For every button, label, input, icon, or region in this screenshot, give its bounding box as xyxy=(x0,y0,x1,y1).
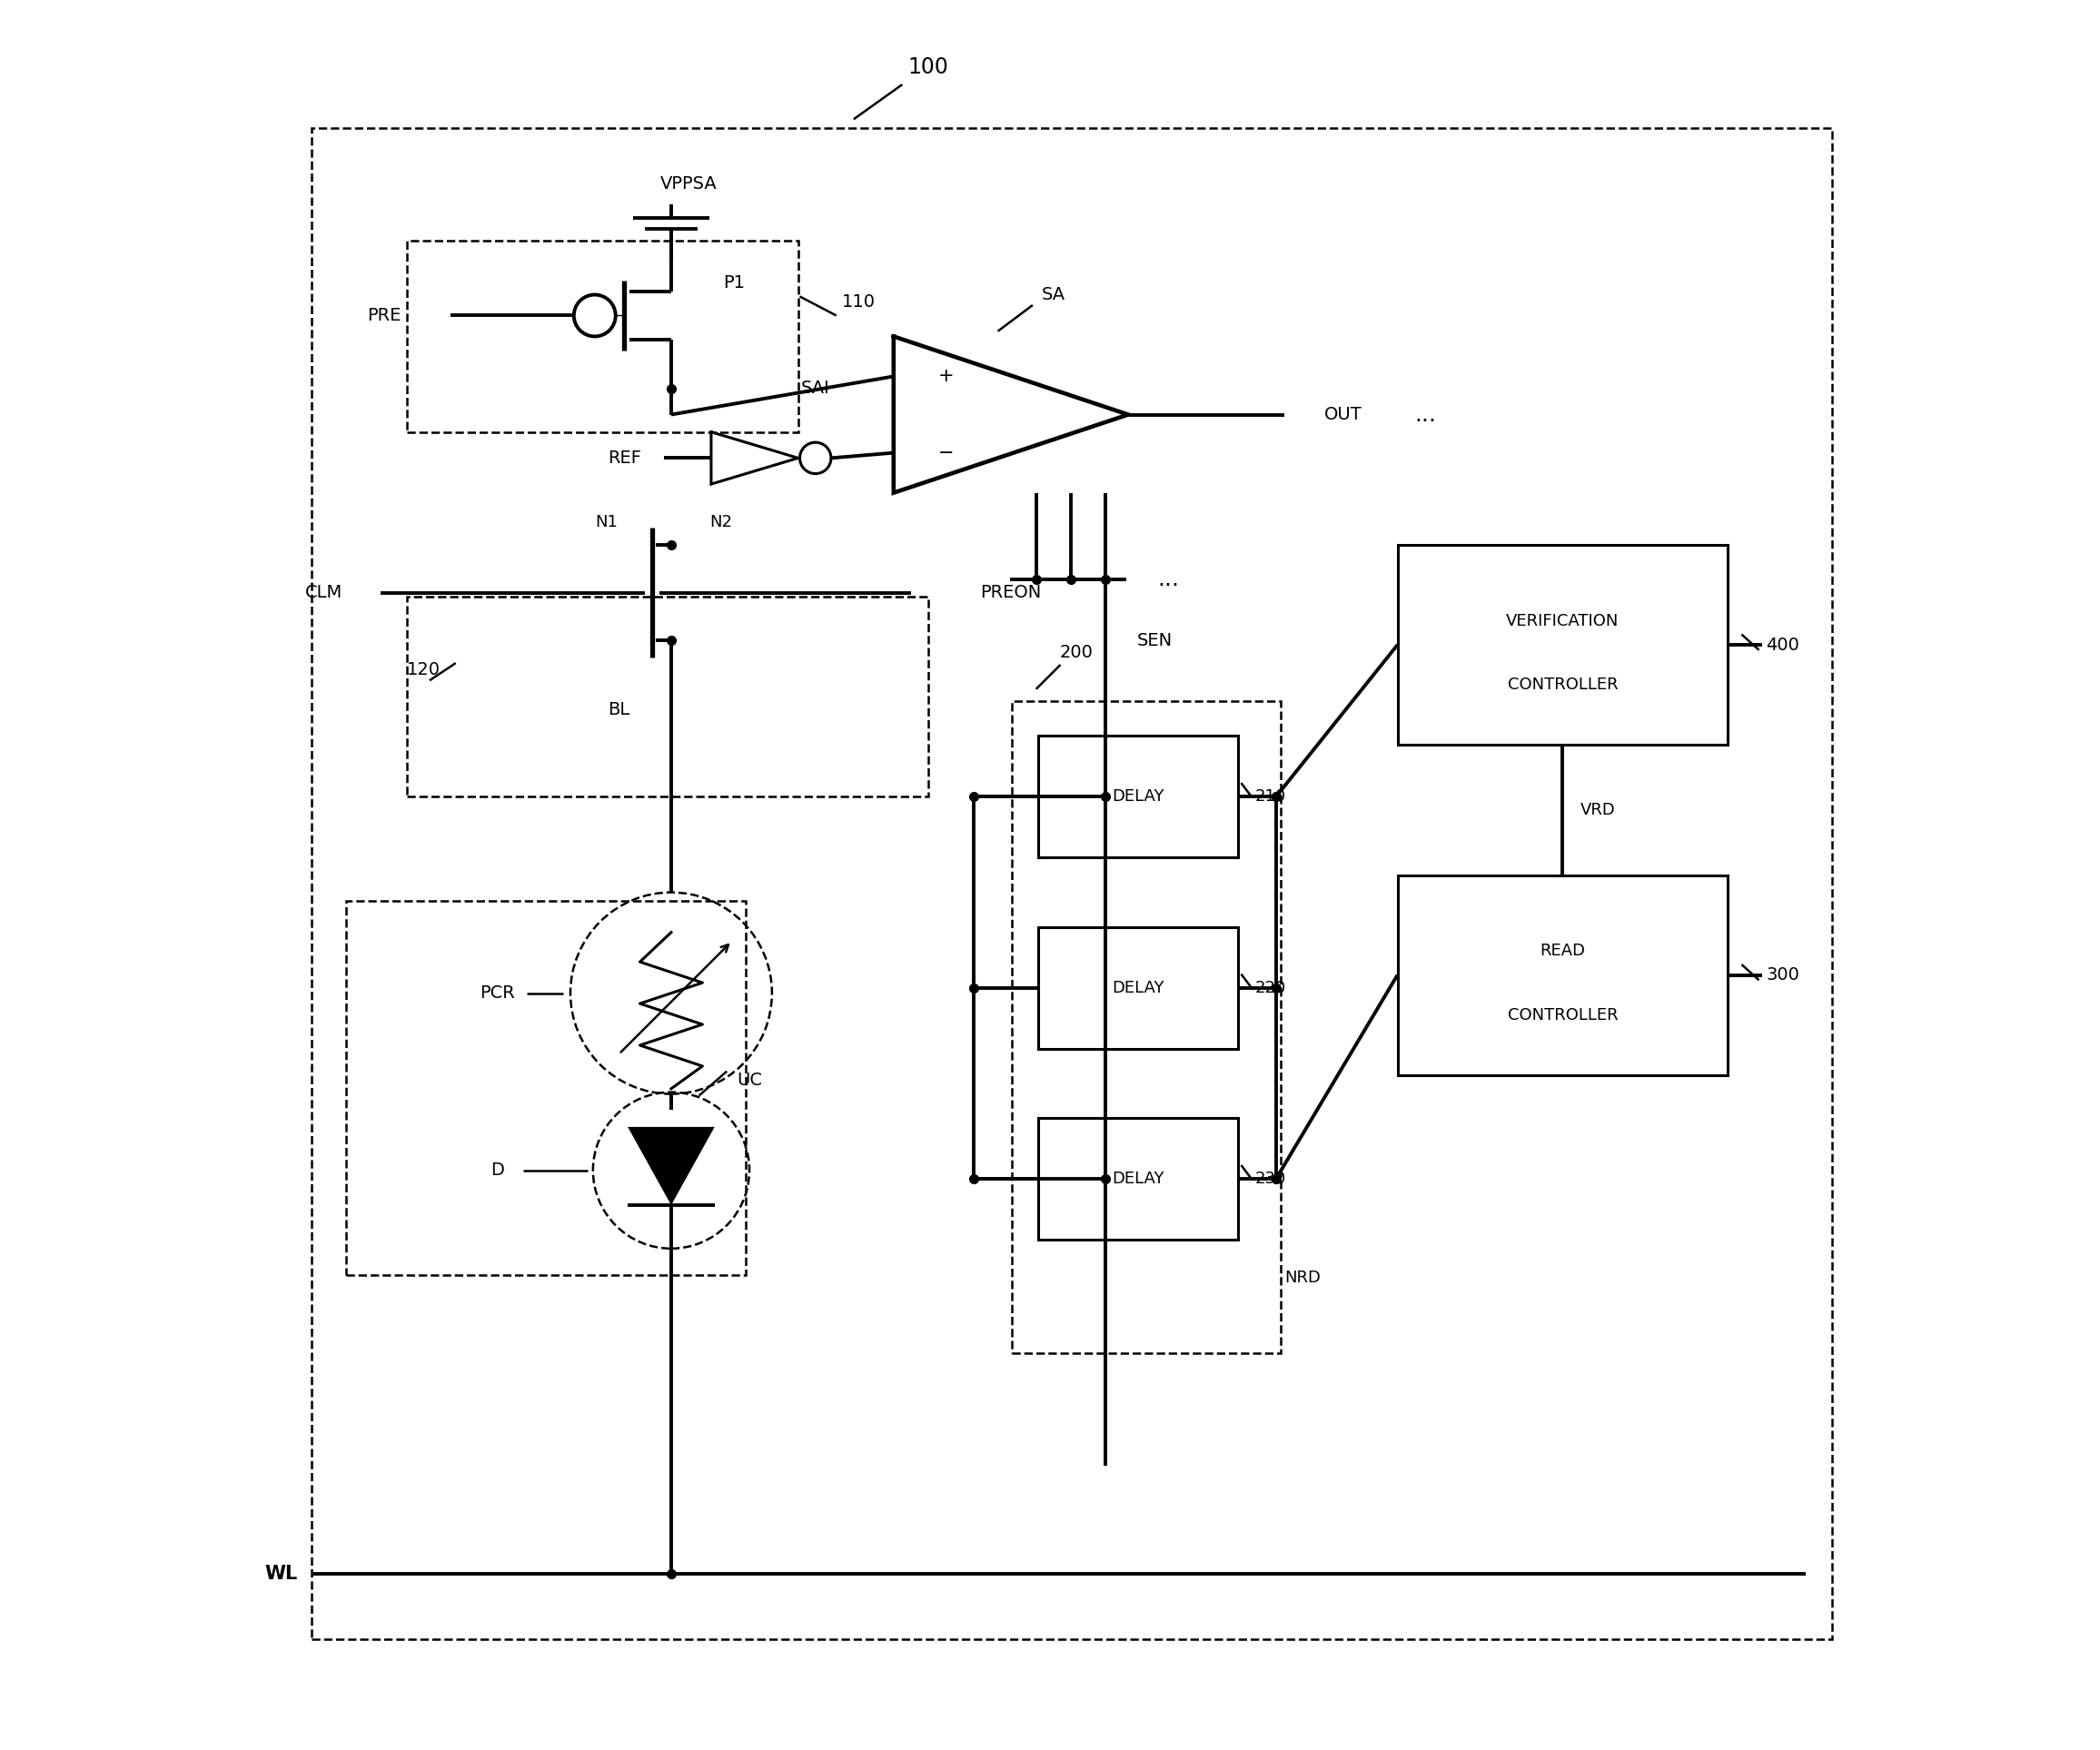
Bar xyxy=(1396,875,1728,1074)
Text: SA: SA xyxy=(1042,285,1065,303)
Text: READ: READ xyxy=(1539,943,1586,959)
Text: PREON: PREON xyxy=(981,584,1042,602)
Text: ...: ... xyxy=(1415,404,1436,425)
Bar xyxy=(1037,737,1237,858)
Text: DELAY: DELAY xyxy=(1111,980,1163,996)
Bar xyxy=(407,597,928,796)
Text: PRE: PRE xyxy=(368,306,401,324)
Bar xyxy=(1012,702,1281,1353)
Text: CONTROLLER: CONTROLLER xyxy=(1508,677,1617,693)
Bar xyxy=(1396,544,1728,746)
Text: 220: 220 xyxy=(1256,980,1285,996)
Text: VPPSA: VPPSA xyxy=(659,175,716,192)
Text: D: D xyxy=(491,1162,504,1180)
Text: DELAY: DELAY xyxy=(1111,789,1163,805)
Text: UC: UC xyxy=(737,1071,762,1088)
Text: −: − xyxy=(939,444,953,462)
Text: +: + xyxy=(939,367,953,385)
Text: NRD: NRD xyxy=(1285,1270,1321,1286)
Text: N2: N2 xyxy=(710,514,733,530)
Text: N1: N1 xyxy=(596,514,617,530)
Text: VERIFICATION: VERIFICATION xyxy=(1506,612,1619,628)
Text: REF: REF xyxy=(607,450,641,467)
Text: PCR: PCR xyxy=(479,985,514,1001)
Text: 200: 200 xyxy=(1058,644,1092,662)
Text: P1: P1 xyxy=(722,275,746,290)
Bar xyxy=(347,901,746,1274)
Text: 210: 210 xyxy=(1256,789,1285,805)
Text: WL: WL xyxy=(265,1564,298,1582)
Text: 110: 110 xyxy=(842,292,876,310)
Text: SEN: SEN xyxy=(1136,632,1172,649)
Text: 120: 120 xyxy=(407,662,441,679)
Polygon shape xyxy=(628,1127,714,1206)
Text: 230: 230 xyxy=(1256,1171,1285,1186)
Text: VRD: VRD xyxy=(1579,802,1615,817)
Text: SAI: SAI xyxy=(800,380,830,397)
Text: ...: ... xyxy=(1157,569,1180,590)
Text: CLM: CLM xyxy=(304,584,342,602)
Text: BL: BL xyxy=(609,702,630,719)
Text: DELAY: DELAY xyxy=(1111,1171,1163,1186)
Text: OUT: OUT xyxy=(1325,406,1363,424)
Text: 100: 100 xyxy=(907,56,949,79)
Bar xyxy=(311,128,1831,1640)
Text: 400: 400 xyxy=(1766,637,1800,653)
Bar xyxy=(1037,1118,1237,1239)
Text: CONTROLLER: CONTROLLER xyxy=(1508,1006,1617,1024)
Bar xyxy=(407,242,798,432)
Text: 300: 300 xyxy=(1766,966,1800,984)
Bar xyxy=(1037,928,1237,1048)
